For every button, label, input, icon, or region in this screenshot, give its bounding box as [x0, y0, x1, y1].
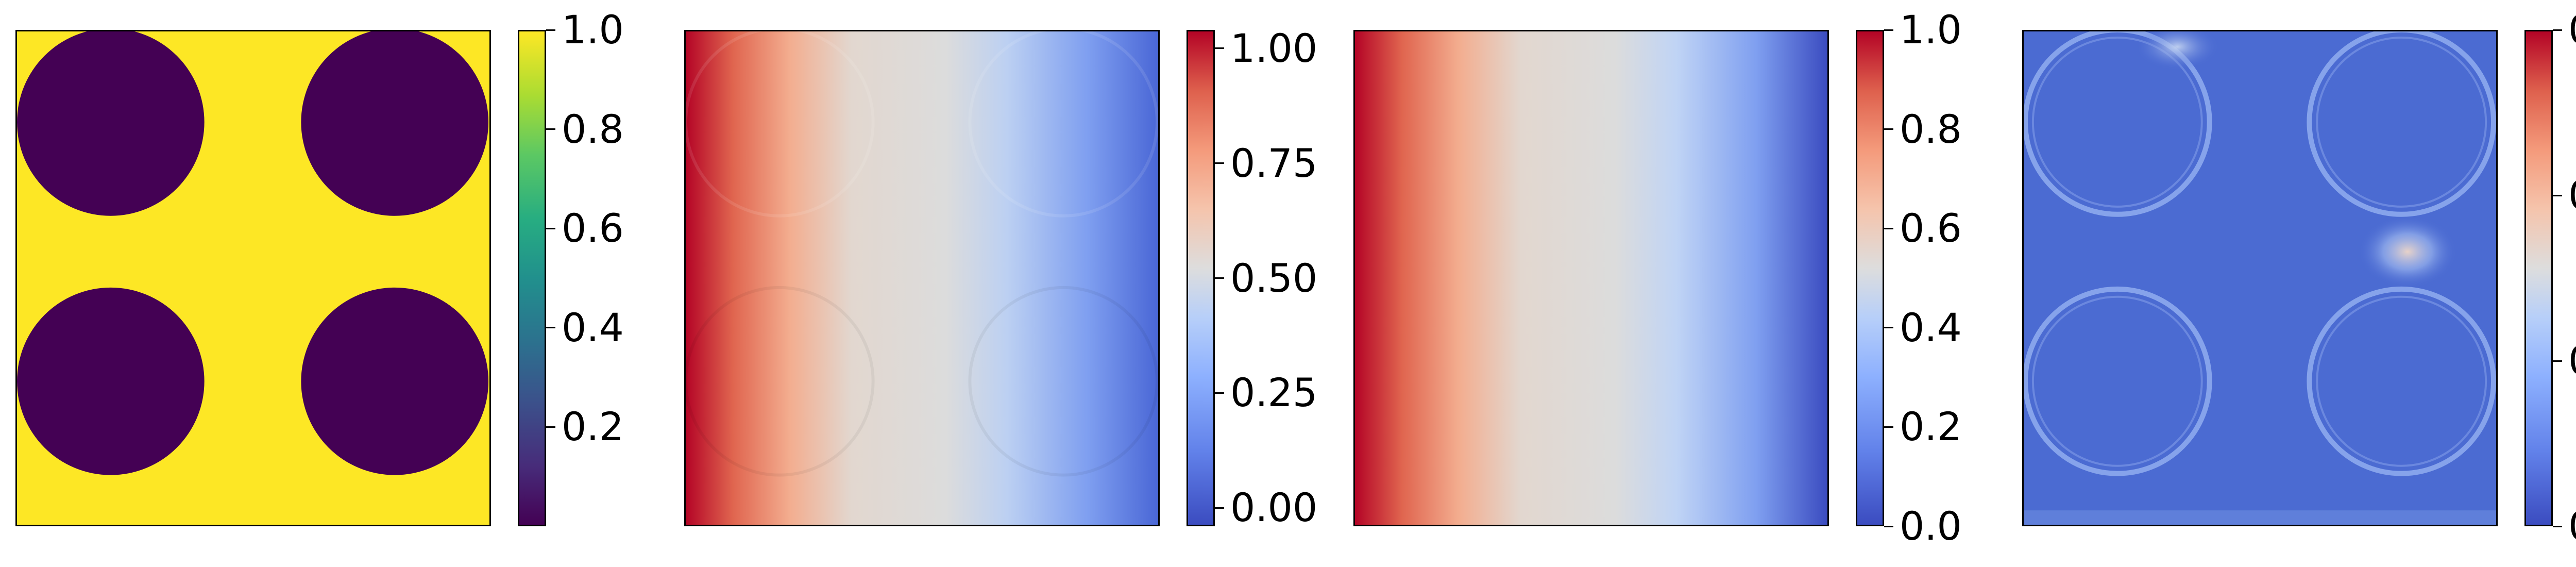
heatmap-error [2022, 30, 2498, 526]
error-ring-top-right [2307, 31, 2496, 217]
mask-inclusion-top-left [17, 31, 205, 216]
colorbar-tick-mark [546, 426, 555, 428]
error-ring-bottom-left [2024, 286, 2212, 476]
colorbar-tick-label: 0.6 [1900, 205, 1962, 252]
colorbar-tick-mark [546, 227, 555, 229]
error-ring-top-left-inner [2031, 36, 2203, 208]
colorbar-tick-label: 0.8 [1900, 106, 1962, 152]
colorbar-tick-mark [1884, 426, 1893, 428]
colorbar-tick-mark [1884, 525, 1893, 527]
colorbar-tick-mark [2553, 29, 2562, 31]
mask-inclusion-bottom-left [17, 287, 205, 475]
heatmap-mask-image [17, 31, 489, 525]
colorbar-tick-label: 0.4 [1900, 304, 1962, 351]
error-hotspot-top [2136, 31, 2218, 70]
colorbar-reference [1856, 30, 1884, 526]
error-bottom-edge [2024, 510, 2496, 525]
error-ring-top-left [2024, 31, 2212, 217]
colorbar-tick-mark [546, 128, 555, 130]
heatmap-prediction-image [686, 31, 1158, 525]
colorbar-tick-mark [1215, 277, 1224, 279]
heatmap-reference [1353, 30, 1829, 526]
colorbar-tick-mark [1215, 47, 1224, 49]
colorbar-tick-mark [1884, 327, 1893, 329]
colorbar-tick-label: 1.0 [562, 7, 624, 53]
colorbar-tick-label: 1.00 [1230, 25, 1318, 71]
colorbar-tick-mark [1215, 162, 1224, 164]
error-ring-bottom-left-inner [2031, 295, 2203, 467]
colorbar-tick-label: 0.2 [562, 404, 624, 450]
colorbar-tick-label: 0.0 [1900, 503, 1962, 549]
error-ring-bottom-right-inner [2316, 295, 2487, 467]
colorbar-tick-label: 0.4 [562, 304, 624, 351]
mask-inclusion-top-right [301, 31, 488, 216]
heatmap-prediction [684, 30, 1160, 526]
prediction-artifact-top-left [686, 31, 875, 218]
colorbar-prediction [1187, 30, 1215, 526]
colorbar-tick-mark [1884, 227, 1893, 229]
error-hotspot-center-right [2359, 215, 2456, 288]
colorbar-mask [518, 30, 546, 526]
colorbar-tick-label: 0.15 [2568, 6, 2576, 54]
heatmap-reference-image [1355, 31, 1827, 525]
colorbar-tick-label: 0.00 [1230, 485, 1318, 531]
colorbar-tick-label: 0.00 [2568, 503, 2576, 550]
colorbar-tick-label: 0.05 [2568, 337, 2576, 385]
heatmap-error-image [2024, 31, 2496, 525]
colorbar-error [2524, 30, 2553, 526]
colorbar-tick-mark [1215, 507, 1224, 509]
colorbar-tick-label: 0.50 [1230, 255, 1318, 301]
colorbar-tick-mark [546, 29, 555, 31]
heatmap-mask [15, 30, 491, 526]
reference-field [1355, 31, 1827, 525]
colorbar-tick-label: 0.75 [1230, 140, 1318, 186]
colorbar-tick-mark [2553, 525, 2562, 527]
colorbar-tick-label: 0.2 [1900, 404, 1962, 450]
colorbar-tick-label: 1.0 [1900, 7, 1962, 53]
colorbar-tick-mark [1884, 29, 1893, 31]
colorbar-tick-mark [1884, 128, 1893, 130]
colorbar-tick-label: 0.10 [2568, 172, 2576, 219]
mask-inclusion-bottom-right [301, 287, 489, 475]
colorbar-tick-mark [546, 327, 555, 329]
colorbar-tick-mark [2553, 194, 2562, 196]
colorbar-tick-mark [2553, 360, 2562, 362]
prediction-field [686, 31, 1158, 525]
error-ring-bottom-right [2307, 286, 2496, 476]
error-ring-top-right-inner [2316, 36, 2487, 208]
prediction-artifact-bottom-left [686, 286, 875, 477]
prediction-artifact-bottom-right [968, 286, 1158, 477]
colorbar-tick-mark [1215, 392, 1224, 394]
prediction-artifact-top-right [968, 31, 1158, 218]
colorbar-tick-label: 0.25 [1230, 370, 1318, 416]
colorbar-tick-label: 0.6 [562, 205, 624, 252]
error-rings [2024, 31, 2496, 476]
colorbar-tick-label: 0.8 [562, 106, 624, 152]
